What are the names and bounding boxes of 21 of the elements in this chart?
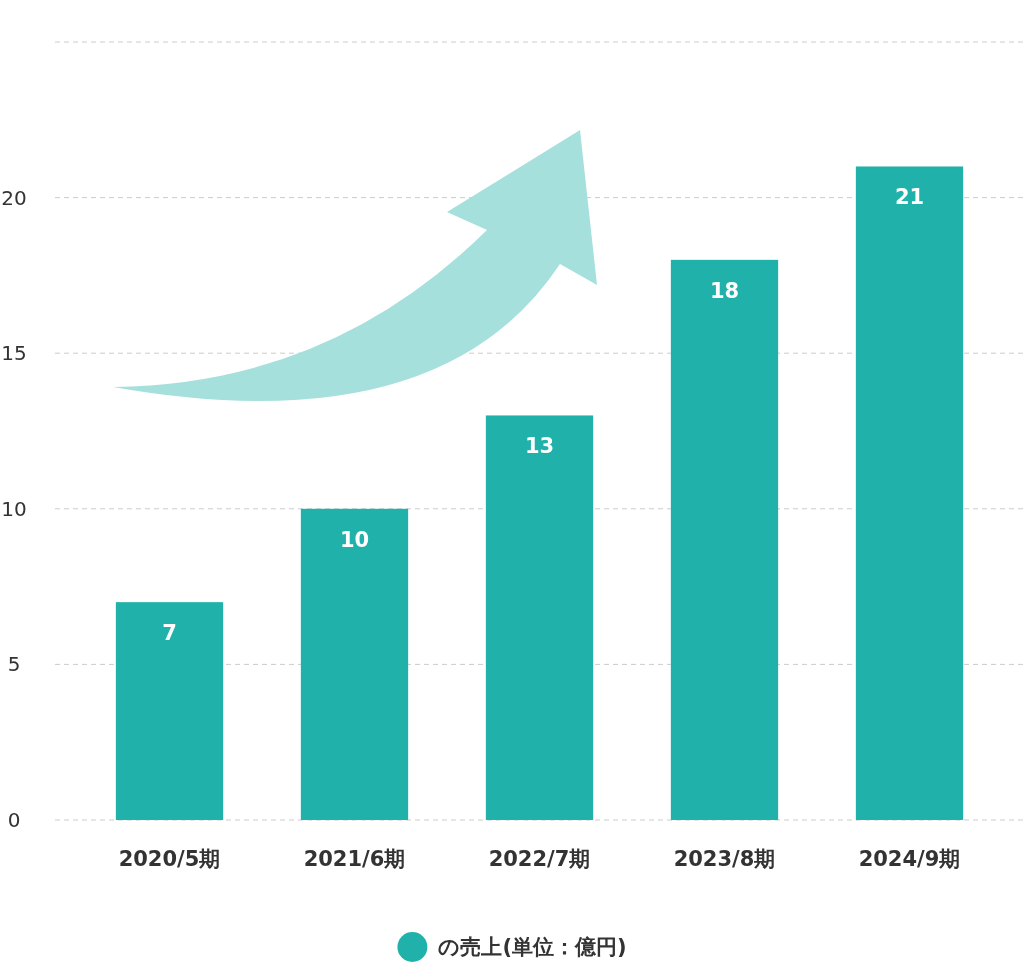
data-label: 7 [162,621,177,646]
bar [115,602,224,820]
y-tick-label: 10 [1,496,27,521]
y-tick-label: 0 [7,808,21,832]
data-label: 18 [709,278,740,303]
x-tick-label: 2021/6期 [303,847,406,871]
data-label: 21 [894,185,925,210]
x-tick-label: 2020/5期 [118,847,221,871]
y-tick-label: 5 [7,652,21,677]
x-tick-label: 2022/7期 [488,847,591,871]
y-tick-label: 15 [1,341,27,366]
x-tick-label: 2023/8期 [673,847,776,871]
bar [855,166,964,820]
bar [485,415,594,820]
bar [670,259,779,820]
legend-label: の売上(単位：億円) [438,935,627,960]
data-label: 10 [339,527,370,552]
y-tick-label: 20 [1,185,27,210]
x-tick-label: 2024/9期 [858,847,961,871]
bar [300,508,409,820]
data-label: 13 [524,434,555,459]
